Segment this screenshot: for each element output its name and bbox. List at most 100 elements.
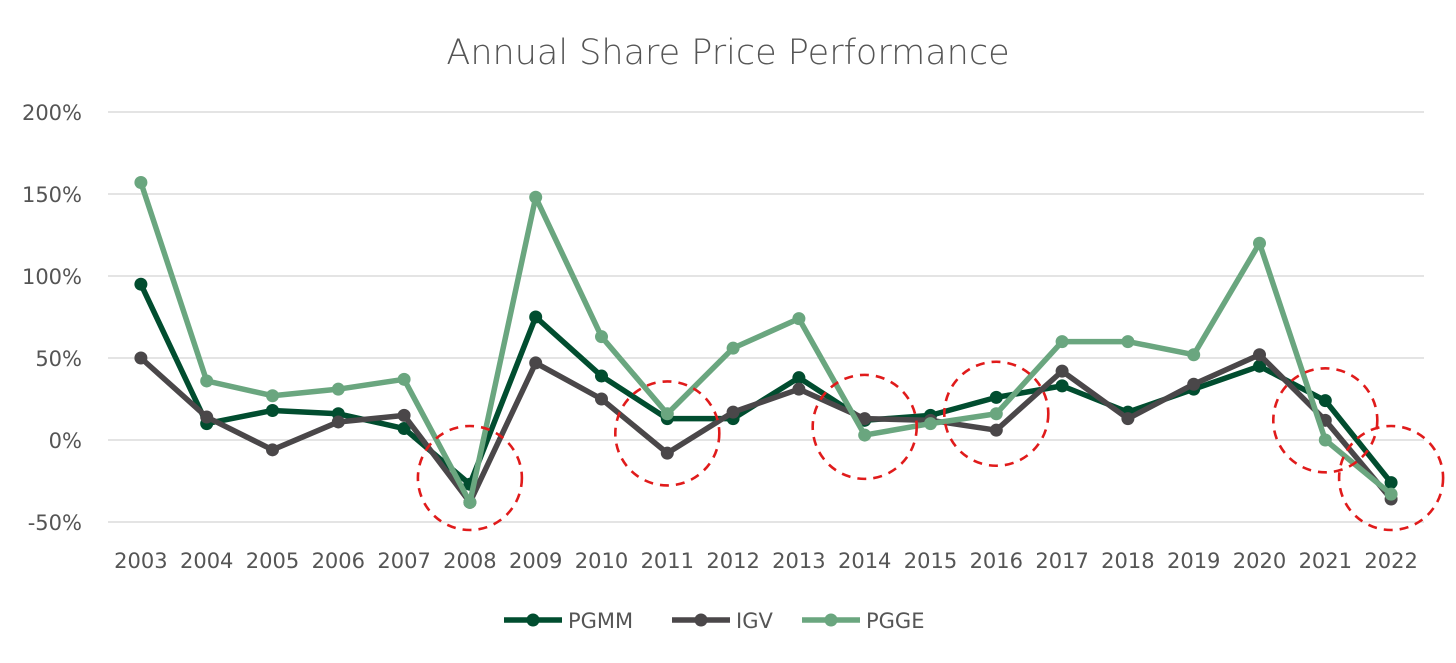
y-axis-ticks: 200% 150% 100% 50% 0% -50%	[22, 101, 82, 535]
y-tick-label: 0%	[49, 429, 82, 453]
x-tick-label: 2007	[377, 549, 430, 573]
data-point	[331, 382, 345, 396]
x-tick-label: 2014	[838, 549, 891, 573]
y-tick-label: 50%	[35, 347, 82, 371]
series-line	[138, 281, 1394, 488]
series-pgmm	[134, 277, 1398, 491]
data-point	[1055, 379, 1069, 393]
x-tick-label: 2003	[114, 549, 167, 573]
data-point	[266, 389, 279, 403]
data-point	[595, 392, 608, 406]
data-point	[1055, 364, 1069, 378]
x-tick-label: 2018	[1101, 549, 1154, 573]
data-point	[1187, 377, 1201, 391]
x-tick-label: 2012	[706, 549, 759, 573]
data-point	[200, 374, 214, 388]
data-point	[1253, 236, 1266, 250]
data-point	[660, 446, 674, 460]
data-point	[989, 390, 1003, 404]
x-tick-label: 2015	[904, 549, 957, 573]
data-point	[858, 428, 872, 442]
data-point	[989, 407, 1003, 421]
data-point	[1318, 394, 1332, 408]
legend-item-pgge: PGGE	[802, 609, 924, 633]
x-tick-label: 2008	[443, 549, 496, 573]
series-igv	[134, 348, 1398, 509]
data-point	[1121, 335, 1135, 349]
x-tick-label: 2016	[970, 549, 1023, 573]
data-point	[463, 495, 477, 509]
x-tick-label: 2020	[1233, 549, 1286, 573]
data-point	[1121, 412, 1135, 426]
data-point	[397, 372, 411, 386]
data-point	[529, 356, 543, 370]
x-tick-label: 2011	[641, 549, 694, 573]
data-point	[1253, 348, 1266, 362]
y-tick-label: 200%	[22, 101, 82, 125]
highlight-circle	[1337, 424, 1445, 532]
x-tick-label: 2017	[1035, 549, 1088, 573]
x-tick-label: 2006	[312, 549, 365, 573]
chart-title: Annual Share Price Performance	[446, 33, 1009, 73]
data-point	[1253, 359, 1266, 373]
data-point	[924, 417, 937, 431]
legend-label: PGGE	[866, 609, 924, 633]
legend-item-igv: IGV	[672, 609, 773, 633]
x-tick-label: 2005	[246, 549, 299, 573]
data-point	[792, 382, 806, 396]
legend-swatch-marker	[526, 613, 540, 627]
legend-swatch-marker	[694, 613, 708, 627]
highlight-circle	[942, 360, 1050, 468]
legend-swatch-marker	[824, 613, 838, 627]
highlight-circle	[416, 424, 524, 532]
data-point	[595, 330, 608, 344]
data-point	[200, 410, 214, 424]
highlight-circles	[416, 360, 1445, 532]
data-point	[529, 190, 543, 204]
data-point	[134, 351, 148, 365]
series-lines	[134, 176, 1398, 509]
x-tick-label: 2022	[1364, 549, 1417, 573]
y-tick-label: -50%	[28, 511, 82, 535]
x-tick-label: 2019	[1167, 549, 1220, 573]
series-line	[138, 351, 1394, 506]
data-point	[792, 371, 806, 385]
x-tick-label: 2010	[575, 549, 628, 573]
x-tick-label: 2021	[1299, 549, 1352, 573]
data-point	[989, 423, 1003, 437]
x-tick-label: 2004	[180, 549, 233, 573]
data-point	[792, 312, 806, 326]
data-point	[726, 341, 740, 355]
highlight-circle	[1272, 367, 1379, 474]
data-point	[1384, 476, 1398, 490]
data-point	[397, 408, 411, 422]
x-axis-ticks: 2003 2004 2005 2006 2007 2008 2009 2010 2011 2012…	[114, 549, 1418, 573]
series-line	[138, 179, 1394, 506]
series-pgge	[134, 176, 1398, 509]
legend-label: IGV	[736, 609, 773, 633]
data-point	[858, 412, 872, 426]
data-point	[1318, 433, 1332, 447]
data-point	[726, 405, 740, 419]
legend: PGMM IGV PGGE	[504, 609, 924, 633]
data-point	[595, 369, 608, 383]
y-tick-label: 150%	[22, 183, 82, 207]
data-point	[266, 403, 279, 417]
data-point	[397, 422, 411, 436]
data-point	[1384, 487, 1398, 501]
data-point	[1055, 335, 1069, 349]
data-point	[134, 277, 148, 291]
data-point	[266, 443, 279, 457]
data-point	[134, 176, 148, 190]
data-point	[1187, 348, 1201, 362]
data-point	[331, 415, 345, 429]
y-tick-label: 100%	[22, 265, 82, 289]
x-tick-label: 2013	[772, 549, 825, 573]
legend-label: PGMM	[568, 609, 633, 633]
x-tick-label: 2009	[509, 549, 562, 573]
gridlines	[108, 111, 1424, 523]
data-point	[529, 310, 543, 324]
legend-item-pgmm: PGMM	[504, 609, 633, 633]
